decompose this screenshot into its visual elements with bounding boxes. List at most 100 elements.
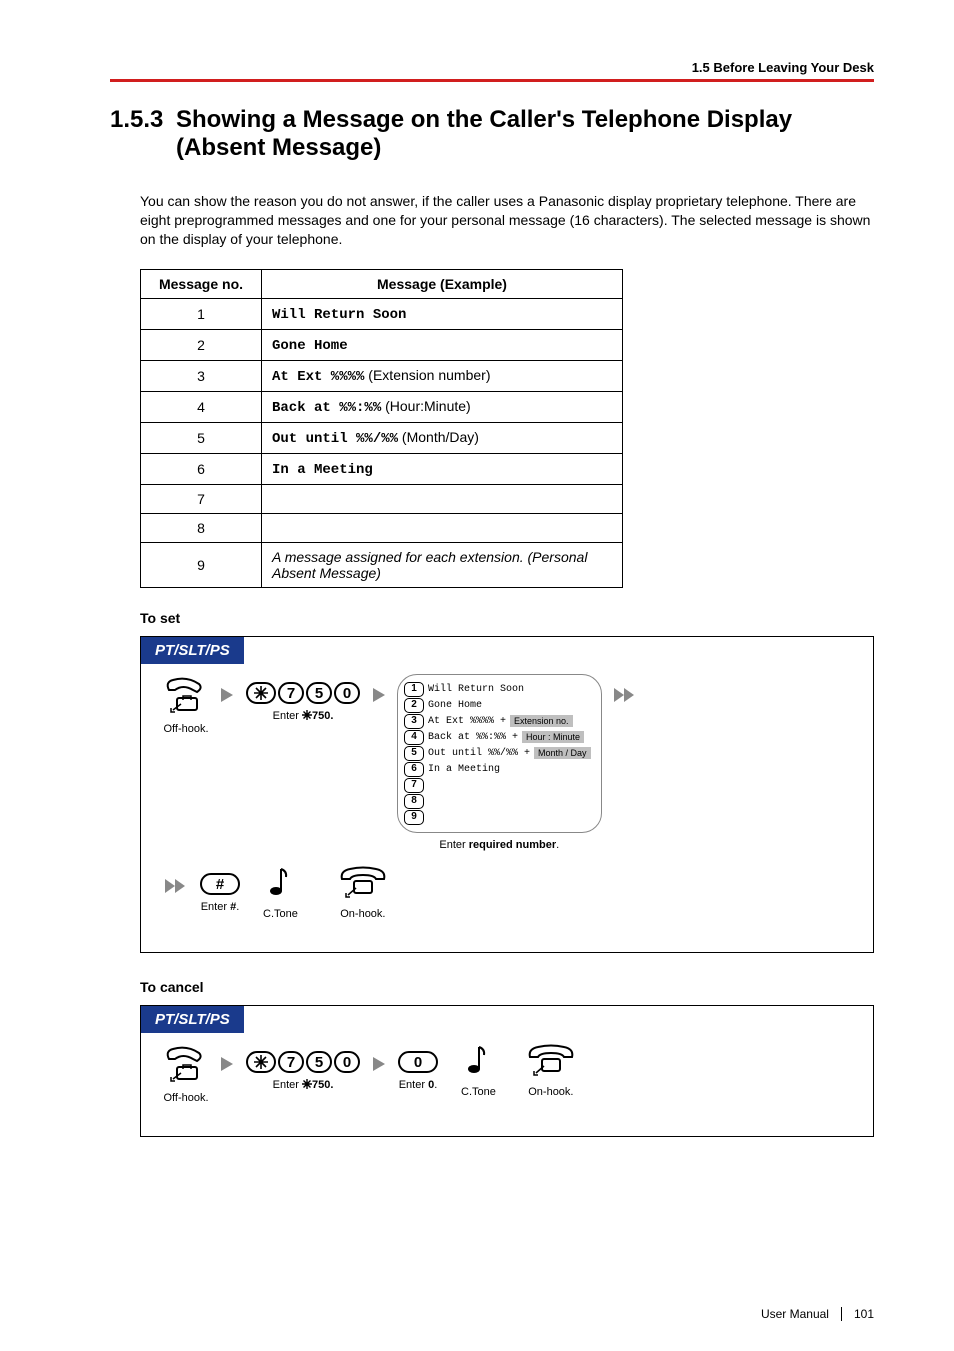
enter-750-caption: Enter 750. xyxy=(273,1079,334,1091)
option-text: At Ext %%%% + xyxy=(428,716,506,727)
to-set-heading: To set xyxy=(140,610,874,626)
table-row-msg: At Ext %%%% (Extension number) xyxy=(262,360,623,391)
option-line: 3 At Ext %%%% + Extension no. xyxy=(404,714,591,729)
option-key: 3 xyxy=(404,714,424,729)
table-row-msg: Back at %%:%% (Hour:Minute) xyxy=(262,391,623,422)
enter-750-caption: Enter 750. xyxy=(273,710,334,722)
key-0: 0 xyxy=(334,682,360,704)
ctone-icon xyxy=(267,865,293,902)
option-line: 2 Gone Home xyxy=(404,698,591,713)
footer-page: 101 xyxy=(854,1307,874,1321)
step-enter-750: 750 Enter 750. xyxy=(245,674,361,722)
table-row-msg: Will Return Soon xyxy=(262,298,623,329)
option-badge: Extension no. xyxy=(510,715,573,727)
option-line: 7 xyxy=(404,778,591,793)
col-header-msg: Message (Example) xyxy=(262,269,623,298)
table-row-msg: In a Meeting xyxy=(262,453,623,484)
message-table: Message no. Message (Example) 1Will Retu… xyxy=(140,269,623,588)
step-ctone: C.Tone xyxy=(461,1043,496,1098)
page: 1.5 Before Leaving Your Desk 1.5.3 Showi… xyxy=(0,0,954,1351)
option-key: 9 xyxy=(404,810,424,825)
table-row-msg: Out until %%/%% (Month/Day) xyxy=(262,422,623,453)
table-row-msg: A message assigned for each extension. (… xyxy=(262,542,623,587)
step-onhook: On-hook. xyxy=(526,1043,576,1098)
option-key: 1 xyxy=(404,682,424,697)
onhook-caption: On-hook. xyxy=(528,1086,573,1098)
table-row-no: 8 xyxy=(141,513,262,542)
option-line: 8 xyxy=(404,794,591,809)
to-set-box-label: PT/SLT/PS xyxy=(141,637,244,664)
footer-label: User Manual xyxy=(761,1307,829,1321)
step-onhook: On-hook. xyxy=(338,865,388,920)
key-7: 7 xyxy=(278,1051,304,1073)
table-row-msg: Gone Home xyxy=(262,329,623,360)
table-row-no: 4 xyxy=(141,391,262,422)
table-row-no: 2 xyxy=(141,329,262,360)
option-key: 2 xyxy=(404,698,424,713)
key-5: 5 xyxy=(306,1051,332,1073)
arrow-icon xyxy=(209,1043,245,1073)
arrow-icon xyxy=(209,674,245,704)
arrow-icon xyxy=(163,865,199,895)
arrow-icon xyxy=(361,1043,397,1073)
option-key: 7 xyxy=(404,778,424,793)
offhook-caption: Off-hook. xyxy=(163,723,208,735)
key-7: 7 xyxy=(278,682,304,704)
onhook-caption: On-hook. xyxy=(340,908,385,920)
section-number: 1.5.3 xyxy=(110,106,176,162)
step-offhook: Off-hook. xyxy=(163,1043,209,1104)
table-row-no: 3 xyxy=(141,360,262,391)
footer-divider xyxy=(841,1307,842,1321)
arrow-icon xyxy=(361,674,397,704)
table-row-no: 1 xyxy=(141,298,262,329)
body: You can show the reason you do not answe… xyxy=(140,192,874,1137)
option-key: 6 xyxy=(404,762,424,777)
enter-0-caption: Enter 0. xyxy=(399,1079,438,1091)
arrow-icon xyxy=(602,674,648,704)
ctone-caption: C.Tone xyxy=(263,908,298,920)
table-row-no: 5 xyxy=(141,422,262,453)
option-text: Back at %%:%% + xyxy=(428,732,518,743)
running-head: 1.5 Before Leaving Your Desk xyxy=(110,60,874,75)
table-row-no: 7 xyxy=(141,484,262,513)
step-enter-hash: # Enter #. xyxy=(199,865,241,913)
option-text: In a Meeting xyxy=(428,764,500,775)
table-row-msg xyxy=(262,513,623,542)
offhook-icon xyxy=(163,674,209,717)
key-zero: 0 xyxy=(398,1051,438,1073)
enter-hash-caption: Enter #. xyxy=(201,901,240,913)
key-hash: # xyxy=(200,873,240,895)
step-ctone: C.Tone xyxy=(263,865,298,920)
onhook-icon xyxy=(526,1043,576,1080)
ctone-icon xyxy=(465,1043,491,1080)
option-key: 5 xyxy=(404,746,424,761)
table-row-msg xyxy=(262,484,623,513)
option-key: 8 xyxy=(404,794,424,809)
option-badge: Month / Day xyxy=(534,747,591,759)
intro-paragraph: You can show the reason you do not answe… xyxy=(140,192,874,249)
option-key: 4 xyxy=(404,730,424,745)
option-line: 4 Back at %%:%% + Hour : Minute xyxy=(404,730,591,745)
step-options: 1 Will Return Soon 2 Gone Home 3 At Ext %%%% … xyxy=(397,674,602,851)
to-cancel-box-label: PT/SLT/PS xyxy=(141,1006,244,1033)
option-line: 1 Will Return Soon xyxy=(404,682,591,697)
option-line: 6 In a Meeting xyxy=(404,762,591,777)
option-line: 5Out until %%/%% +Month / Day xyxy=(404,746,591,761)
option-line: 9 xyxy=(404,810,591,825)
section-title-text: Showing a Message on the Caller's Teleph… xyxy=(176,106,874,162)
option-text: Gone Home xyxy=(428,700,482,711)
to-cancel-flow: PT/SLT/PS Off-hook. xyxy=(140,1005,874,1137)
table-row-no: 9 xyxy=(141,542,262,587)
option-badge: Hour : Minute xyxy=(522,731,584,743)
offhook-caption: Off-hook. xyxy=(163,1092,208,1104)
key-0: 0 xyxy=(334,1051,360,1073)
offhook-icon xyxy=(163,1043,209,1086)
key-star xyxy=(246,1051,276,1073)
key-5: 5 xyxy=(306,682,332,704)
step-enter-zero: 0 Enter 0. xyxy=(397,1043,439,1091)
option-text: Will Return Soon xyxy=(428,684,524,695)
step-enter-750: 750 Enter 750. xyxy=(245,1043,361,1091)
section-title: 1.5.3 Showing a Message on the Caller's … xyxy=(110,106,874,162)
onhook-icon xyxy=(338,865,388,902)
to-set-flow: PT/SLT/PS xyxy=(140,636,874,953)
